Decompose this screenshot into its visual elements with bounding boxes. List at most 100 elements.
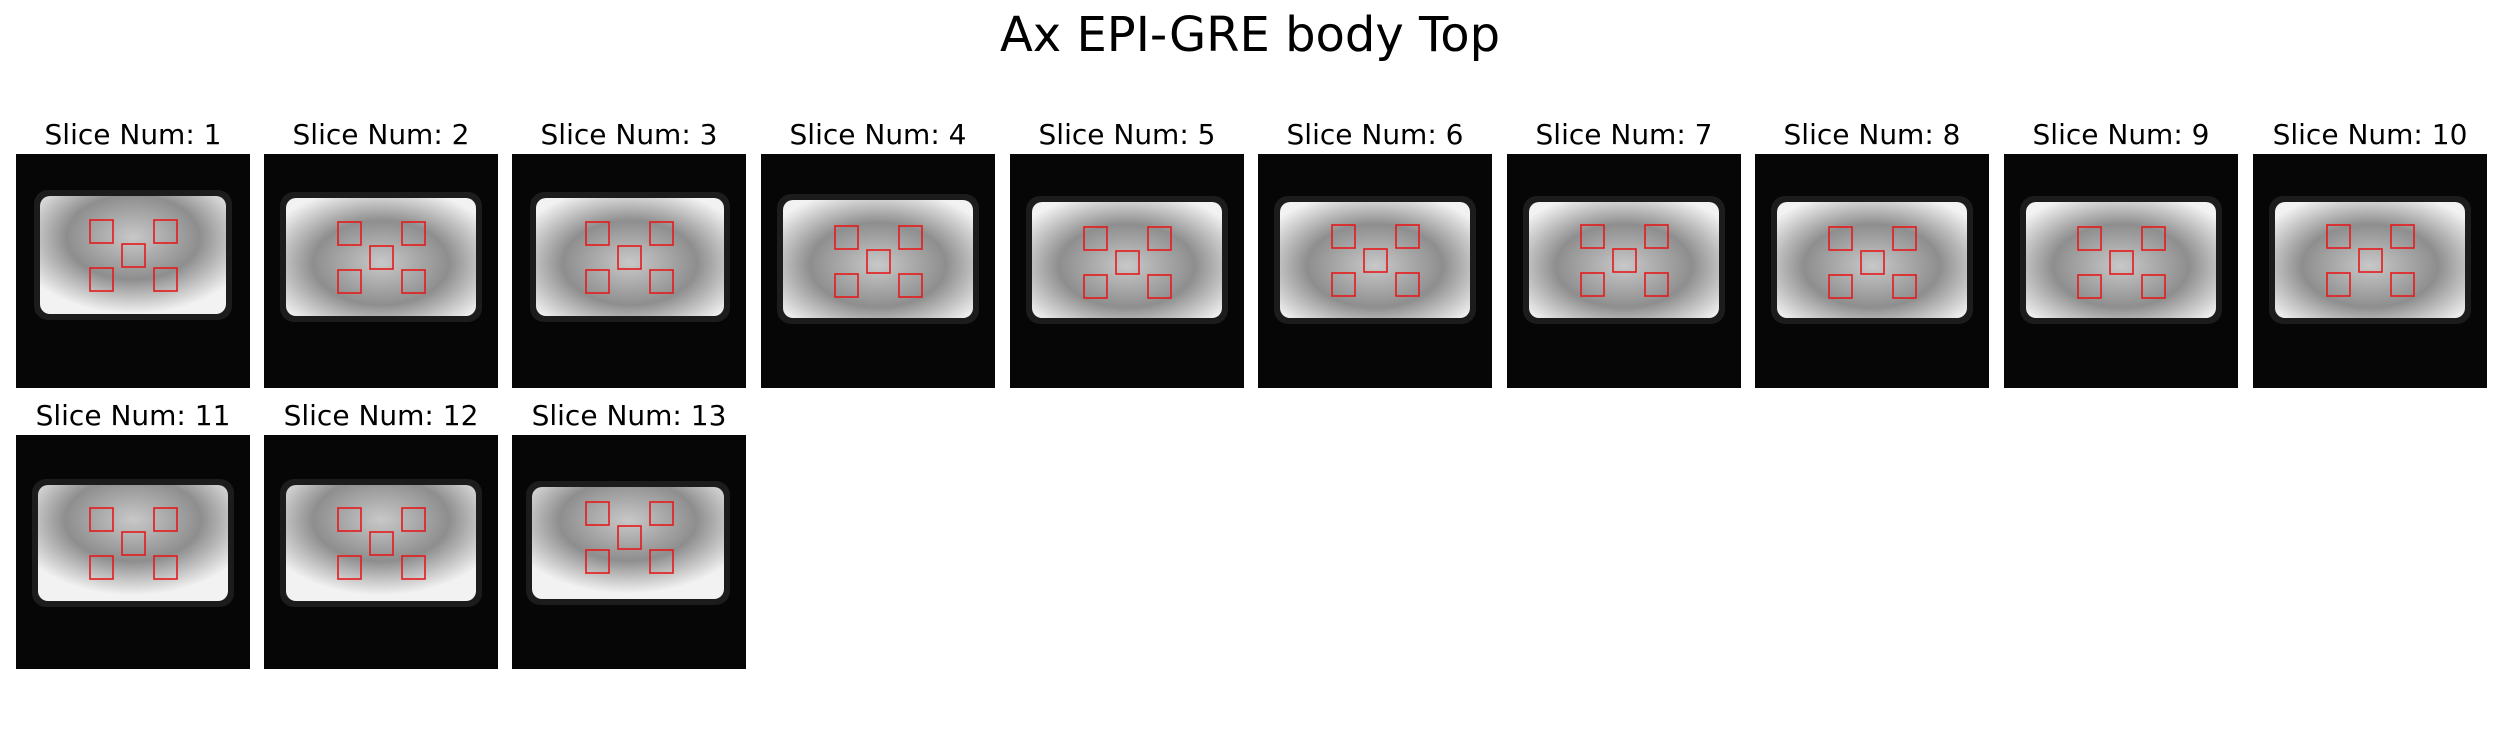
roi-box	[1395, 224, 1420, 249]
roi-box	[369, 245, 394, 270]
roi-box	[1363, 248, 1388, 273]
roi-box	[585, 269, 610, 294]
roi-box	[1147, 274, 1172, 299]
slice-image	[2253, 154, 2487, 388]
slice-title: Slice Num: 12	[283, 399, 479, 432]
roi-box	[2358, 248, 2383, 273]
roi-box	[2390, 272, 2415, 297]
roi-box	[401, 221, 426, 246]
roi-box	[401, 269, 426, 294]
phantom-body	[286, 198, 476, 316]
slice-image-svg	[1507, 154, 1741, 388]
roi-box	[2326, 272, 2351, 297]
slice-image	[761, 154, 995, 388]
slice-image	[16, 435, 250, 669]
roi-box	[834, 225, 859, 250]
roi-box	[1115, 250, 1140, 275]
roi-box	[337, 507, 362, 532]
roi-box	[649, 549, 674, 574]
roi-box	[2109, 250, 2134, 275]
roi-box	[834, 273, 859, 298]
slice-image	[1755, 154, 1989, 388]
slice-image-svg	[1010, 154, 1244, 388]
figure-title: Ax EPI-GRE body Top	[999, 7, 1501, 63]
slice-title: Slice Num: 13	[531, 399, 727, 432]
roi-box	[1612, 248, 1637, 273]
slice-title: Slice Num: 1	[44, 118, 222, 151]
slice-image-svg	[512, 435, 746, 669]
roi-box	[1828, 226, 1853, 251]
slice-image-svg	[761, 154, 995, 388]
slice-image	[512, 435, 746, 669]
roi-box	[1395, 272, 1420, 297]
slice-title: Slice Num: 4	[789, 118, 967, 151]
slice-image	[1258, 154, 1492, 388]
slice-image	[1507, 154, 1741, 388]
slice-title: Slice Num: 6	[1286, 118, 1464, 151]
roi-box	[2141, 226, 2166, 251]
roi-box	[1892, 226, 1917, 251]
roi-box	[2326, 224, 2351, 249]
roi-box	[337, 555, 362, 580]
roi-box	[649, 221, 674, 246]
roi-box	[617, 525, 642, 550]
roi-box	[401, 507, 426, 532]
slice-image-svg	[264, 435, 498, 669]
slice-image-svg	[1258, 154, 1492, 388]
slice-image-svg	[2004, 154, 2238, 388]
roi-box	[2077, 226, 2102, 251]
roi-box	[617, 245, 642, 270]
roi-box	[337, 269, 362, 294]
phantom-body	[1777, 202, 1967, 318]
roi-box	[1331, 224, 1356, 249]
slice-title: Slice Num: 9	[2032, 118, 2210, 151]
roi-box	[89, 267, 114, 292]
slice-image	[512, 154, 746, 388]
slice-image	[2004, 154, 2238, 388]
phantom-body	[286, 485, 476, 601]
slice-image	[264, 435, 498, 669]
phantom-body	[1032, 202, 1222, 318]
roi-box	[585, 501, 610, 526]
roi-box	[1083, 226, 1108, 251]
roi-box	[1331, 272, 1356, 297]
roi-box	[1892, 274, 1917, 299]
roi-box	[2390, 224, 2415, 249]
roi-box	[89, 219, 114, 244]
roi-box	[153, 267, 178, 292]
roi-box	[1860, 250, 1885, 275]
phantom-body	[532, 487, 724, 599]
phantom-body	[1529, 202, 1719, 318]
phantom-body	[40, 196, 226, 314]
phantom-body	[783, 200, 973, 318]
roi-box	[1644, 224, 1669, 249]
roi-box	[1644, 272, 1669, 297]
roi-box	[153, 507, 178, 532]
slice-title: Slice Num: 3	[540, 118, 718, 151]
slice-image	[264, 154, 498, 388]
phantom-body	[38, 485, 228, 601]
roi-box	[1147, 226, 1172, 251]
phantom-body	[2026, 202, 2216, 318]
roi-box	[1083, 274, 1108, 299]
slice-image-svg	[264, 154, 498, 388]
slice-image	[16, 154, 250, 388]
slice-image-svg	[16, 154, 250, 388]
slice-image-svg	[512, 154, 746, 388]
phantom-body	[1280, 202, 1470, 318]
roi-box	[337, 221, 362, 246]
roi-box	[89, 555, 114, 580]
slice-image-svg	[16, 435, 250, 669]
roi-box	[585, 549, 610, 574]
phantom-body	[536, 198, 724, 316]
roi-box	[401, 555, 426, 580]
roi-box	[2141, 274, 2166, 299]
roi-box	[89, 507, 114, 532]
slice-title: Slice Num: 8	[1783, 118, 1961, 151]
slice-image-svg	[2253, 154, 2487, 388]
roi-box	[898, 225, 923, 250]
roi-box	[369, 531, 394, 556]
roi-box	[2077, 274, 2102, 299]
slice-title: Slice Num: 11	[35, 399, 231, 432]
roi-box	[649, 269, 674, 294]
